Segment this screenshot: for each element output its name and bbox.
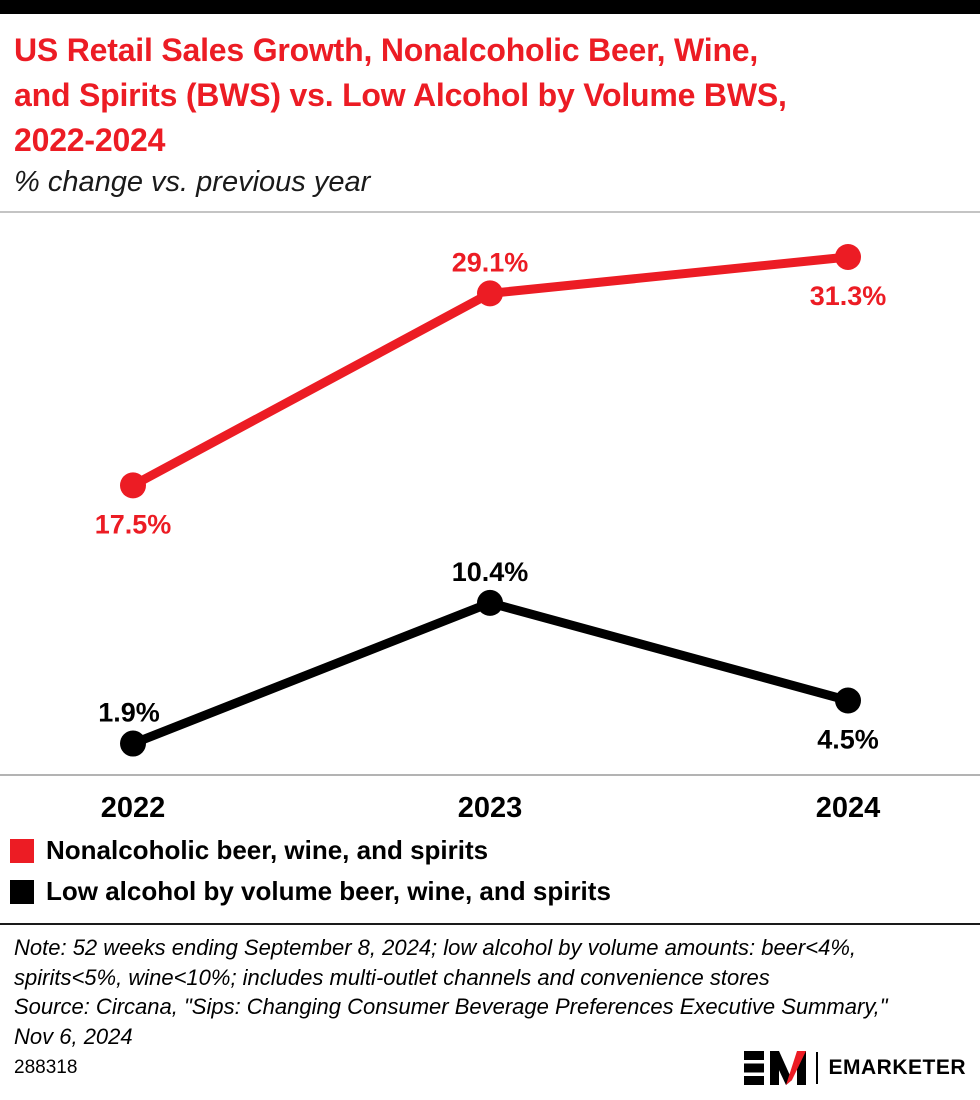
legend-label: Nonalcoholic beer, wine, and spirits <box>46 835 489 866</box>
legend-label: Low alcohol by volume beer, wine, and sp… <box>46 876 611 907</box>
data-point-label: 10.4% <box>452 557 529 587</box>
data-point-label: 31.3% <box>810 281 887 311</box>
data-point-label: 17.5% <box>95 510 172 540</box>
emarketer-logo-icon <box>744 1051 807 1085</box>
data-point <box>120 472 146 499</box>
footer: 288318 EMARKETER <box>0 1048 980 1088</box>
chart-subtitle: % change vs. previous year <box>14 166 371 199</box>
series-line <box>128 598 853 749</box>
x-tick-label: 2022 <box>101 792 166 824</box>
data-point-label: 29.1% <box>452 248 529 278</box>
top-bar <box>0 0 980 14</box>
data-point <box>835 687 861 714</box>
legend-swatch-black <box>10 879 34 904</box>
legend: Nonalcoholic beer, wine, and spirits Low… <box>10 835 980 907</box>
line-chart: 2022 2023 2024 17.5% 29.1% 31.3% 1.9% 10.4% 4.5% <box>0 244 980 824</box>
data-point <box>477 280 503 307</box>
data-point-label: 1.9% <box>98 698 160 728</box>
chart-title: US Retail Sales Growth, Nonalcoholic Bee… <box>14 32 787 158</box>
x-tick-label: 2023 <box>458 792 523 824</box>
brand-logo: EMARKETER <box>744 1048 966 1088</box>
legend-item-nonalcoholic: Nonalcoholic beer, wine, and spirits <box>10 835 980 866</box>
x-tick-label: 2024 <box>816 792 881 824</box>
header-divider <box>0 211 980 214</box>
legend-item-low-alcohol: Low alcohol by volume beer, wine, and sp… <box>10 876 980 907</box>
data-point <box>120 730 146 757</box>
note-text: Note: 52 weeks ending September 8, 2024;… <box>14 935 888 1049</box>
brand-divider <box>816 1052 819 1084</box>
brand-name: EMARKETER <box>828 1056 966 1079</box>
data-point <box>835 244 861 271</box>
legend-swatch-red <box>10 838 34 863</box>
notes-divider <box>0 923 980 926</box>
data-point-label: 4.5% <box>817 725 879 755</box>
chart-id: 288318 <box>14 1057 78 1078</box>
data-point <box>477 590 503 617</box>
